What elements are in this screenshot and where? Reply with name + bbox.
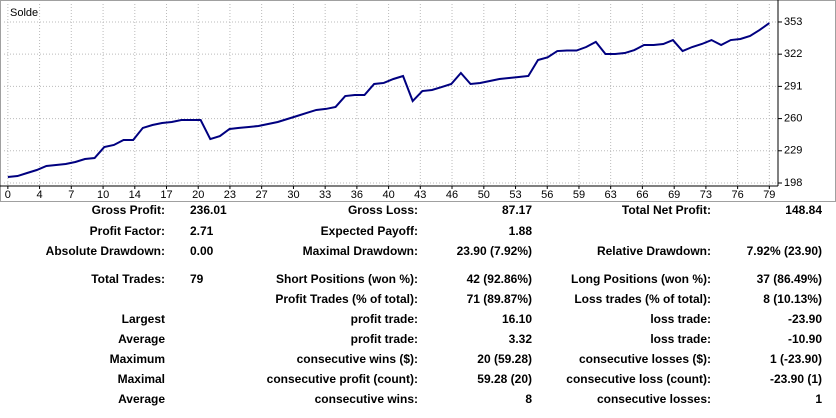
- x-tick-label: 69: [668, 189, 680, 201]
- field-value: 236.01: [190, 203, 227, 217]
- field-value: 42 (92.86%): [466, 272, 532, 286]
- field-label: Absolute Drawdown:: [45, 244, 165, 258]
- x-tick-label: 0: [5, 189, 11, 201]
- y-tick-label: 260: [784, 112, 802, 124]
- field-label: Maximal: [117, 372, 165, 386]
- balance-line: [7, 22, 770, 178]
- x-tick-label: 4: [37, 189, 43, 201]
- field-label: profit trade:: [350, 312, 418, 326]
- y-tick-label: 229: [784, 145, 802, 157]
- field-label: Total Net Profit:: [621, 203, 711, 217]
- field-label: Gross Profit:: [91, 203, 165, 217]
- field-value: -10.90: [787, 332, 822, 346]
- field-label: Total Trades:: [91, 272, 165, 286]
- field-value: 1: [815, 392, 822, 406]
- x-tick-label: 27: [256, 189, 268, 201]
- field-label: consecutive wins:: [314, 392, 418, 406]
- y-tick-label: 291: [784, 80, 802, 92]
- chart-frame: [0, 0, 836, 202]
- field-value: -23.90: [787, 312, 822, 326]
- field-label: Largest: [121, 312, 165, 326]
- x-tick-label: 50: [478, 189, 490, 201]
- field-value: 8 (10.13%): [763, 292, 822, 306]
- field-value: 1.88: [508, 224, 532, 238]
- field-value: -23.90 (1): [769, 372, 822, 386]
- x-tick-label: 63: [605, 189, 617, 201]
- x-tick-label: 73: [700, 189, 712, 201]
- field-value: 16.10: [501, 312, 532, 326]
- field-value: 7.92% (23.90): [746, 244, 822, 258]
- y-tick-label: 322: [784, 48, 802, 60]
- field-value: 1 (-23.90): [769, 352, 822, 366]
- field-value: 37 (86.49%): [756, 272, 822, 286]
- x-tick-label: 7: [68, 189, 74, 201]
- field-label: Average: [118, 332, 165, 346]
- field-value: 79: [190, 272, 204, 286]
- x-tick-label: 53: [509, 189, 521, 201]
- field-value: 8: [525, 392, 532, 406]
- x-tick-label: 36: [351, 189, 363, 201]
- field-value: 20 (59.28): [477, 352, 532, 366]
- field-label: Gross Loss:: [347, 203, 418, 217]
- field-label: consecutive profit (count):: [266, 372, 418, 386]
- balance-chart: Solde 198 229 260 291 322 353 0 4 7 10 14 17 20 23 27 3…: [0, 0, 836, 202]
- x-tick-label: 14: [129, 189, 141, 201]
- field-label: consecutive loss (count):: [566, 372, 711, 386]
- field-value: 71 (89.87%): [466, 292, 532, 306]
- field-value: 0.00: [190, 244, 214, 258]
- x-tick-label: 76: [731, 189, 743, 201]
- field-label: consecutive wins ($):: [296, 352, 418, 366]
- field-value: 3.32: [508, 332, 532, 346]
- y-tick-label: 198: [784, 177, 802, 189]
- x-tick-label: 23: [224, 189, 236, 201]
- field-value: 148.84: [785, 203, 822, 217]
- x-tick-label: 40: [382, 189, 394, 201]
- x-tick-label: 20: [192, 189, 204, 201]
- field-label: profit trade:: [350, 332, 418, 346]
- x-tick-label: 43: [414, 189, 426, 201]
- field-label: Profit Trades (% of total):: [275, 292, 418, 306]
- field-label: Relative Drawdown:: [596, 244, 711, 258]
- field-label: loss trade:: [650, 332, 711, 346]
- chart-label: Solde: [10, 7, 38, 19]
- x-tick-label: 59: [573, 189, 585, 201]
- field-label: Loss trades (% of total):: [574, 292, 711, 306]
- field-label: Average: [118, 392, 165, 406]
- x-tick-label: 79: [763, 189, 775, 201]
- field-label: loss trade:: [650, 312, 711, 326]
- x-tick-label: 30: [287, 189, 299, 201]
- field-label: Maximum: [109, 352, 165, 366]
- x-tick-label: 56: [541, 189, 553, 201]
- field-label: Profit Factor:: [89, 224, 165, 238]
- field-label: consecutive losses ($):: [578, 352, 711, 366]
- y-tick-label: 353: [784, 16, 802, 28]
- field-value: 87.17: [501, 203, 532, 217]
- field-value: 23.90 (7.92%): [456, 244, 532, 258]
- x-tick-label: 10: [97, 189, 109, 201]
- field-label: Short Positions (won %):: [276, 272, 418, 286]
- x-tick-label: 17: [160, 189, 172, 201]
- field-label: consecutive losses:: [596, 392, 711, 406]
- field-label: Expected Payoff:: [320, 224, 418, 238]
- x-tick-label: 33: [319, 189, 331, 201]
- report-table: Gross Profit: 236.01 Gross Loss: 87.17 Total…: [0, 203, 836, 418]
- field-label: Maximal Drawdown:: [302, 244, 418, 258]
- x-tick-label: 46: [446, 189, 458, 201]
- x-tick-label: 66: [636, 189, 648, 201]
- field-value: 59.28 (20): [477, 372, 532, 386]
- field-value: 2.71: [190, 224, 214, 238]
- field-label: Long Positions (won %):: [571, 272, 711, 286]
